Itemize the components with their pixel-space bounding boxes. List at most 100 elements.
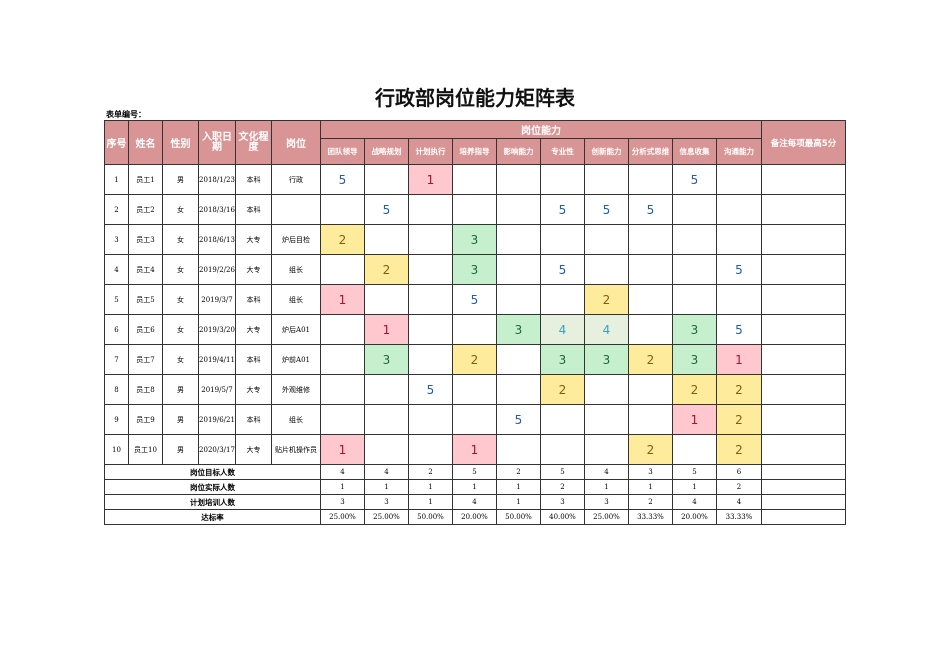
score-cell[interactable]: 2 [716,434,762,465]
score-cell[interactable]: 5 [672,164,717,195]
remark-cell[interactable] [761,284,846,315]
score-cell[interactable]: 2 [364,254,409,285]
score-cell[interactable]: 3 [364,344,409,375]
score-cell[interactable]: 5 [584,194,629,225]
score-cell[interactable] [584,434,629,465]
remark-cell[interactable] [761,464,846,480]
score-cell[interactable]: 5 [320,164,365,195]
score-cell[interactable] [496,374,541,405]
score-cell[interactable]: 5 [408,374,453,405]
score-cell[interactable] [496,284,541,315]
score-cell[interactable] [408,194,453,225]
remark-cell[interactable] [761,374,846,405]
score-cell[interactable]: 2 [716,374,762,405]
score-cell[interactable] [364,404,409,435]
score-cell[interactable]: 1 [320,434,365,465]
score-cell[interactable] [408,404,453,435]
remark-cell[interactable] [761,254,846,285]
score-cell[interactable] [628,314,673,345]
score-cell[interactable] [496,224,541,255]
score-cell[interactable] [364,374,409,405]
score-cell[interactable] [496,194,541,225]
score-cell[interactable]: 3 [540,344,585,375]
score-cell[interactable]: 1 [320,284,365,315]
remark-cell[interactable] [761,194,846,225]
remark-cell[interactable] [761,434,846,465]
score-cell[interactable] [672,224,717,255]
score-cell[interactable] [672,434,717,465]
score-cell[interactable] [584,404,629,435]
score-cell[interactable] [672,254,717,285]
score-cell[interactable] [716,194,762,225]
score-cell[interactable]: 5 [540,254,585,285]
score-cell[interactable]: 3 [672,344,717,375]
score-cell[interactable]: 2 [628,344,673,375]
score-cell[interactable] [408,344,453,375]
remark-cell[interactable] [761,224,846,255]
score-cell[interactable] [540,284,585,315]
score-cell[interactable] [496,164,541,195]
score-cell[interactable] [408,224,453,255]
score-cell[interactable]: 5 [540,194,585,225]
score-cell[interactable] [320,314,365,345]
score-cell[interactable]: 2 [628,434,673,465]
score-cell[interactable] [408,314,453,345]
score-cell[interactable]: 5 [364,194,409,225]
score-cell[interactable] [540,164,585,195]
remark-cell[interactable] [761,164,846,195]
score-cell[interactable]: 5 [716,314,762,345]
score-cell[interactable]: 1 [408,164,453,195]
score-cell[interactable] [628,404,673,435]
remark-cell[interactable] [761,509,846,525]
score-cell[interactable] [628,254,673,285]
score-cell[interactable] [364,164,409,195]
score-cell[interactable] [452,194,497,225]
score-cell[interactable] [628,224,673,255]
score-cell[interactable]: 4 [540,314,585,345]
score-cell[interactable] [364,224,409,255]
score-cell[interactable] [496,254,541,285]
score-cell[interactable]: 3 [452,254,497,285]
score-cell[interactable] [716,224,762,255]
score-cell[interactable] [672,194,717,225]
score-cell[interactable] [320,404,365,435]
remark-cell[interactable] [761,314,846,345]
score-cell[interactable]: 5 [496,404,541,435]
score-cell[interactable] [540,434,585,465]
score-cell[interactable]: 2 [540,374,585,405]
score-cell[interactable] [584,164,629,195]
score-cell[interactable]: 2 [452,344,497,375]
score-cell[interactable]: 5 [716,254,762,285]
score-cell[interactable]: 5 [452,284,497,315]
score-cell[interactable] [452,374,497,405]
score-cell[interactable] [320,254,365,285]
score-cell[interactable] [584,224,629,255]
score-cell[interactable]: 3 [496,314,541,345]
score-cell[interactable] [364,434,409,465]
remark-cell[interactable] [761,344,846,375]
score-cell[interactable] [584,254,629,285]
score-cell[interactable] [408,254,453,285]
score-cell[interactable]: 3 [584,344,629,375]
score-cell[interactable] [628,374,673,405]
score-cell[interactable] [364,284,409,315]
score-cell[interactable]: 1 [672,404,717,435]
score-cell[interactable] [408,284,453,315]
remark-cell[interactable] [761,404,846,435]
score-cell[interactable] [672,284,717,315]
score-cell[interactable] [320,194,365,225]
score-cell[interactable] [496,344,541,375]
score-cell[interactable] [628,284,673,315]
score-cell[interactable]: 2 [320,224,365,255]
score-cell[interactable]: 4 [584,314,629,345]
score-cell[interactable]: 3 [452,224,497,255]
score-cell[interactable]: 2 [716,404,762,435]
score-cell[interactable] [320,374,365,405]
score-cell[interactable] [408,434,453,465]
score-cell[interactable] [628,164,673,195]
score-cell[interactable]: 1 [452,434,497,465]
score-cell[interactable] [452,164,497,195]
score-cell[interactable]: 2 [584,284,629,315]
score-cell[interactable] [540,224,585,255]
score-cell[interactable] [584,374,629,405]
